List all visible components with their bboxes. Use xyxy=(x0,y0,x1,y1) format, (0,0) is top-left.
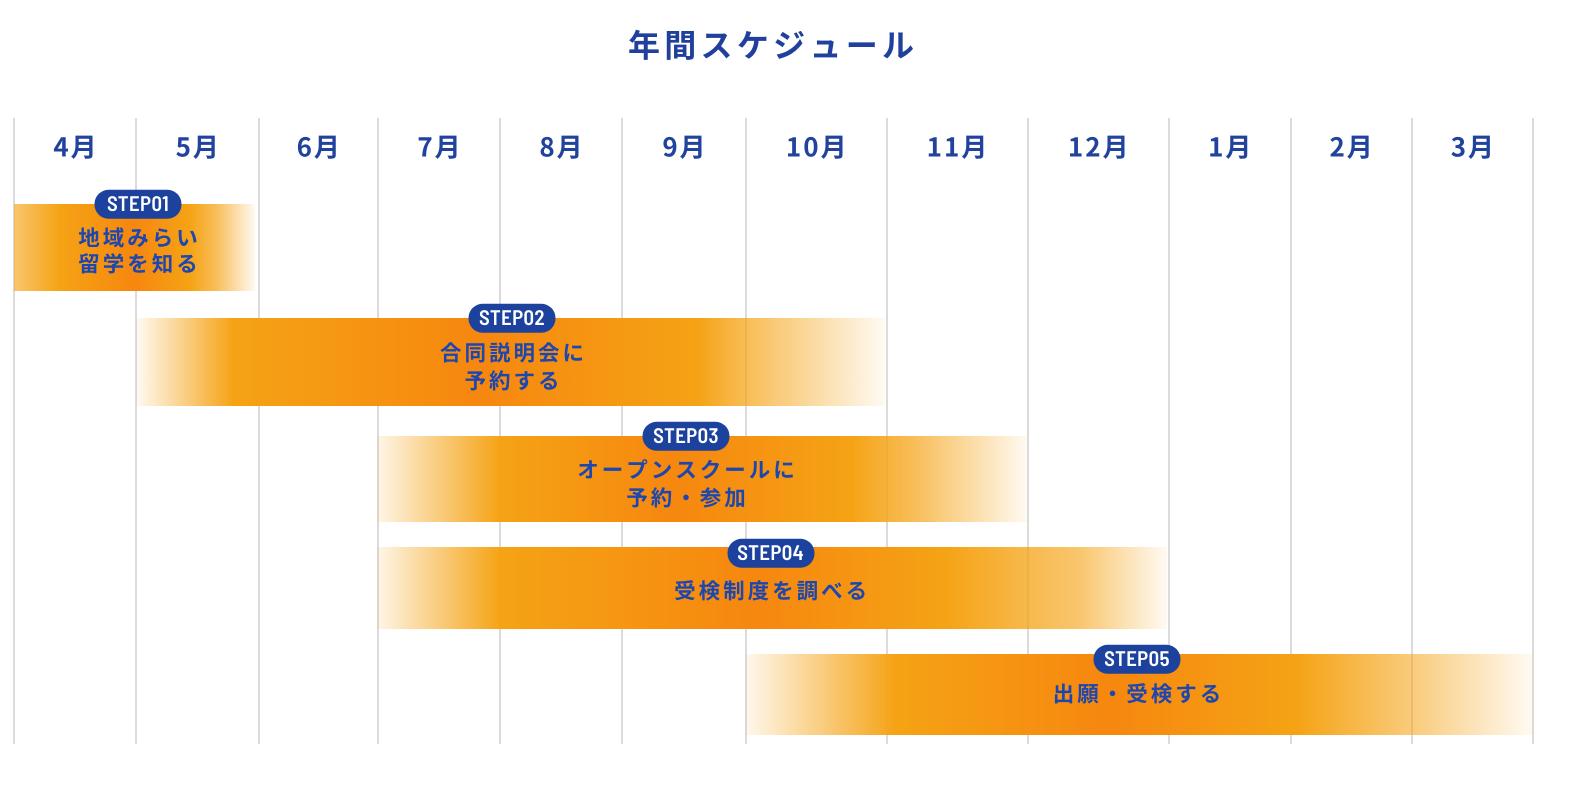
month-gridline xyxy=(1168,118,1170,744)
month-gridline xyxy=(135,118,137,744)
month-label: 9月 xyxy=(662,127,708,164)
schedule-bar-step03 xyxy=(377,436,1027,522)
step-badge-text: STEP01 xyxy=(106,190,170,216)
month-gridline xyxy=(499,118,501,744)
bar-label-line: 受検制度を調べる xyxy=(674,574,871,606)
month-label: 1月 xyxy=(1208,127,1254,164)
month-gridline xyxy=(1410,118,1413,744)
bar-label-line: オープンスクールに xyxy=(577,453,798,485)
month-gridline xyxy=(885,118,888,744)
chart-title: 年間スケジュール xyxy=(627,20,919,67)
month-label: 12月 xyxy=(1067,127,1131,164)
month-label: 7月 xyxy=(417,127,463,164)
step-badge-step02: STEP02 xyxy=(468,303,556,333)
month-gridline xyxy=(745,118,747,744)
step-badge-text: STEP04 xyxy=(737,539,804,565)
month-label: 11月 xyxy=(926,127,990,164)
month-label: 5月 xyxy=(175,127,221,164)
month-label: 10月 xyxy=(785,127,849,164)
month-label: 6月 xyxy=(296,127,342,164)
step-badge-step05: STEP05 xyxy=(1093,645,1181,674)
step-badge-text: STEP02 xyxy=(479,304,545,330)
month-gridline xyxy=(1532,118,1534,744)
month-gridline xyxy=(13,118,15,744)
month-label: 4月 xyxy=(53,127,99,164)
month-gridline xyxy=(257,118,260,744)
month-gridline xyxy=(1026,118,1029,744)
bar-label-line: 合同説明会に xyxy=(439,336,588,368)
bar-label-line: 予約する xyxy=(464,364,563,396)
month-gridline xyxy=(377,118,379,744)
step-badge-text: STEP03 xyxy=(653,422,719,448)
schedule-bar-step02 xyxy=(136,318,885,406)
step-badge-step01: STEP01 xyxy=(94,189,182,219)
step-badge-text: STEP05 xyxy=(1104,645,1170,671)
month-gridline xyxy=(1289,118,1292,744)
month-label: 8月 xyxy=(539,127,585,164)
bar-label-line: 留学を知る xyxy=(78,247,201,279)
month-label: 2月 xyxy=(1329,127,1375,164)
bar-label-line: 予約・参加 xyxy=(626,481,749,513)
step-badge-step03: STEP03 xyxy=(642,421,730,451)
bar-label-line: 出願・受検する xyxy=(1052,677,1225,709)
month-gridline xyxy=(621,118,623,744)
step-badge-step04: STEP04 xyxy=(727,539,815,568)
bar-label-line: 地域みらい xyxy=(78,221,201,253)
month-label: 3月 xyxy=(1450,127,1497,164)
